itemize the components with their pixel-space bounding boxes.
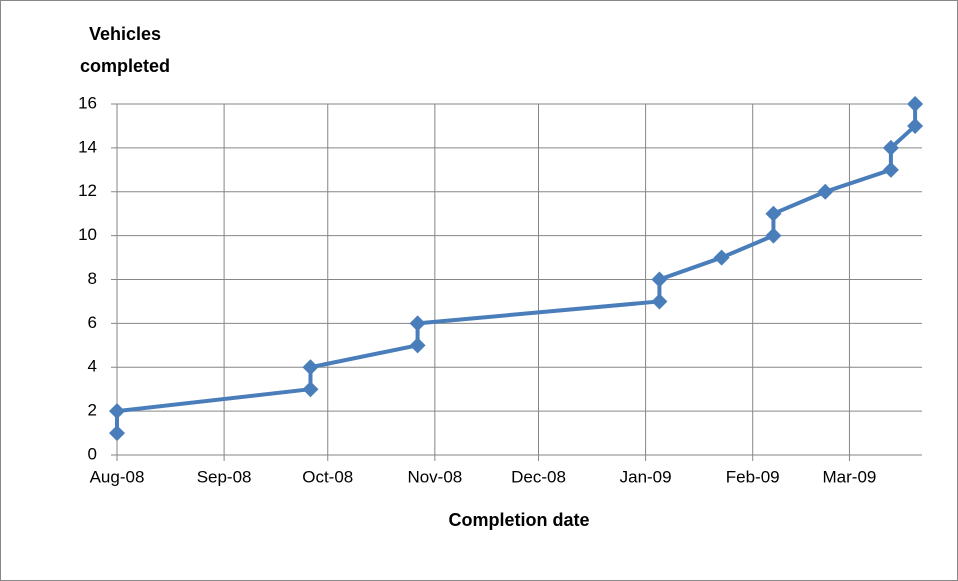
- data-point: [882, 161, 899, 178]
- data-point: [817, 183, 834, 200]
- x-axis-title: Completion date: [448, 510, 589, 530]
- data-point: [651, 271, 668, 288]
- y-axis-title: Vehicles completed: [79, 24, 171, 76]
- x-tick-label: Sep-08: [197, 467, 252, 486]
- data-point: [409, 315, 426, 332]
- y-tick-label: 14: [78, 137, 97, 156]
- data-point: [907, 117, 924, 134]
- data-point: [882, 139, 899, 156]
- data-point: [765, 205, 782, 222]
- y-tick-label: 12: [78, 181, 97, 200]
- y-tick-label: 0: [88, 444, 97, 463]
- data-point: [302, 359, 319, 376]
- data-point: [713, 249, 730, 266]
- x-tick-label: Feb-09: [726, 467, 780, 486]
- data-point: [907, 96, 924, 112]
- y-tick-label: 8: [88, 269, 97, 288]
- x-tick-label: Aug-08: [90, 467, 145, 486]
- series-line: [115, 104, 918, 434]
- data-point: [651, 293, 668, 310]
- x-tick-label: Nov-08: [407, 467, 462, 486]
- y-tick-label: 10: [78, 225, 97, 244]
- data-point: [302, 381, 319, 398]
- y-tick-label: 16: [78, 93, 97, 112]
- x-tick-label: Dec-08: [511, 467, 566, 486]
- y-tick-label: 2: [88, 401, 97, 420]
- data-point: [409, 337, 426, 354]
- y-tick-label: 4: [88, 357, 97, 376]
- x-tick-label: Oct-08: [302, 467, 353, 486]
- x-tick-label: Jan-09: [620, 467, 672, 486]
- data-point: [765, 227, 782, 244]
- x-tick-label: Mar-09: [823, 467, 877, 486]
- y-tick-label: 6: [88, 313, 97, 332]
- data-point: [109, 425, 125, 442]
- data-point: [109, 403, 125, 420]
